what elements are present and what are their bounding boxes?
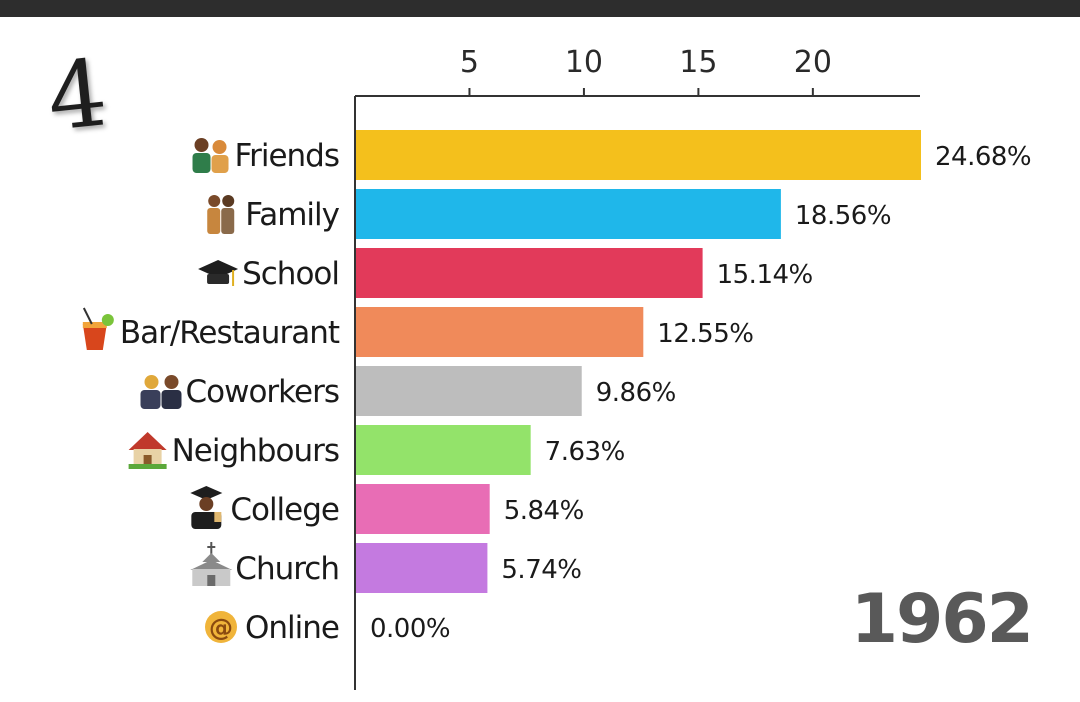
category-label: College bbox=[230, 492, 339, 528]
value-label: 0.00% bbox=[370, 614, 450, 644]
category-label: Church bbox=[235, 551, 339, 587]
church-icon bbox=[190, 542, 233, 586]
x-tick-label: 20 bbox=[794, 45, 832, 80]
top-bar bbox=[0, 0, 1080, 17]
bar-coworkers bbox=[356, 366, 582, 416]
couple-icon bbox=[192, 138, 229, 173]
coworkers-icon bbox=[140, 375, 182, 409]
year-label: 1962 bbox=[850, 580, 1034, 659]
category-label: School bbox=[242, 256, 339, 292]
house-icon bbox=[128, 432, 167, 469]
graduation-cap-icon bbox=[198, 260, 239, 286]
category-label: Online bbox=[245, 610, 339, 646]
value-label: 7.63% bbox=[545, 437, 625, 467]
bar-neighbours bbox=[356, 425, 531, 475]
value-label: 5.74% bbox=[501, 555, 581, 585]
value-label: 24.68% bbox=[935, 142, 1031, 172]
category-label: Bar/Restaurant bbox=[120, 315, 340, 351]
graduate-icon bbox=[190, 486, 223, 529]
value-label: 15.14% bbox=[717, 260, 813, 290]
value-label: 5.84% bbox=[504, 496, 584, 526]
svg-text:@: @ bbox=[209, 614, 233, 642]
x-tick-label: 15 bbox=[679, 45, 717, 80]
value-label: 12.55% bbox=[657, 319, 753, 349]
bar-bar-restaurant bbox=[356, 307, 644, 357]
value-label: 9.86% bbox=[596, 378, 676, 408]
category-label: Coworkers bbox=[186, 374, 340, 410]
bar-church bbox=[356, 543, 488, 593]
category-label: Family bbox=[245, 197, 339, 233]
bar-school bbox=[356, 248, 703, 298]
x-tick-label: 5 bbox=[460, 45, 479, 80]
category-label: Friends bbox=[235, 138, 339, 174]
bar-friends bbox=[356, 130, 921, 180]
value-label: 18.56% bbox=[795, 201, 891, 231]
at-sign-icon: @ bbox=[205, 611, 237, 643]
bar-college bbox=[356, 484, 490, 534]
bar-family bbox=[356, 189, 781, 239]
x-tick-label: 10 bbox=[565, 45, 603, 80]
category-label: Neighbours bbox=[172, 433, 339, 469]
cocktail-icon bbox=[82, 307, 114, 350]
family-icon bbox=[207, 195, 235, 234]
